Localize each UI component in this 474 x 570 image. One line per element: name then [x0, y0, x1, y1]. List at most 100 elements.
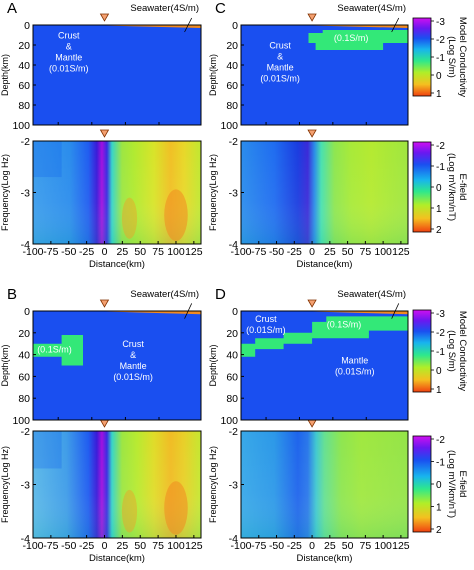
- efield-high-zone: [121, 197, 138, 239]
- seawater-label: Seawater(4S/m): [130, 3, 199, 14]
- colorbar-tick-label: 1: [436, 89, 442, 100]
- colorbar-unit: (Log S/m): [446, 36, 457, 78]
- colorbar-tick-label: 0: [436, 480, 442, 491]
- depth-tick-label: 20: [226, 328, 238, 340]
- distance-tick-label: -50: [61, 540, 76, 552]
- depth-tick-label: 100: [12, 415, 30, 427]
- panel-A: Seawater(4S/m) Crust&Mantle(0.01S/m) 0 20 40…: [0, 0, 203, 270]
- distance-axis-label: Distance(km): [297, 553, 353, 564]
- seawater-wedge: [100, 25, 201, 28]
- distance-tick-label: 125: [392, 540, 410, 552]
- distance-tick-label: 25: [324, 246, 336, 258]
- region-label: (0.01S/m): [246, 325, 286, 335]
- region-label: &: [130, 350, 136, 360]
- region-label: Mantle: [267, 63, 294, 73]
- distance-tick-label: -25: [79, 246, 94, 258]
- panel-label: D: [215, 286, 226, 303]
- panel-label: B: [7, 286, 17, 303]
- distance-axis-label: Distance(km): [89, 553, 145, 564]
- distance-tick-label: -50: [269, 540, 284, 552]
- distance-tick-label: -50: [269, 246, 284, 258]
- distance-tick-label: -25: [79, 540, 94, 552]
- distance-tick-label: 50: [342, 540, 354, 552]
- colorbar-tick-label: 1: [436, 503, 442, 514]
- depth-tick-label: 0: [24, 306, 30, 318]
- efield-high-zone: [121, 489, 138, 533]
- distance-tick-label: 0: [309, 540, 315, 552]
- efield-shade: [33, 431, 62, 469]
- model-colorbar: -3 -2 -1 0 1 Model Conductivity(Log S/m): [412, 309, 468, 396]
- depth-tick-label: 40: [226, 60, 238, 72]
- depth-tick-label: 40: [18, 60, 30, 72]
- colorbar-gradient: [412, 17, 432, 97]
- colorbar-tick-label: 1: [436, 385, 442, 396]
- seawater-label: Seawater(4S/m): [337, 289, 406, 300]
- model-frame: [240, 310, 409, 421]
- depth-tick-label: 100: [220, 120, 238, 132]
- distance-tick-label: 125: [185, 246, 203, 258]
- distance-tick-label: -25: [287, 540, 302, 552]
- seawater-wedge: [100, 311, 201, 315]
- efield-colorbar: -2 -1 0 1 2 E-field(Log mV/km/nT): [412, 435, 468, 536]
- colorbar-gradient: [412, 309, 432, 393]
- distance-axis-label: Distance(km): [297, 259, 353, 270]
- distance-tick-label: -50: [61, 246, 76, 258]
- freq-tick-label: -4: [21, 239, 30, 251]
- freq-axis-label: Frequency(Log Hz): [208, 154, 218, 231]
- distance-tick-label: 125: [392, 246, 410, 258]
- colorbar-unit: (Log mV/km/nT): [446, 153, 457, 221]
- freq-axis-label: Frequency(Log Hz): [208, 446, 218, 523]
- colorbar-tick-label: 2: [436, 225, 442, 236]
- colorbar-tick-label: -2: [436, 141, 445, 152]
- panels-layer: Seawater(4S/m)Crust&Mantle(0.01S/m)02040…: [0, 0, 410, 564]
- distance-tick-label: 50: [134, 246, 146, 258]
- distance-tick-label: -100: [230, 540, 251, 552]
- depth-tick-label: 20: [226, 40, 238, 52]
- distance-tick-label: 0: [102, 540, 108, 552]
- region-label: (0.01S/m): [260, 74, 300, 84]
- freq-tick-label: -3: [21, 188, 30, 200]
- distance-tick-label: -75: [251, 246, 266, 258]
- conductive-layer: [308, 30, 408, 50]
- colorbar-tick-label: -2: [436, 35, 445, 46]
- distance-tick-label: 75: [152, 540, 164, 552]
- freq-tick-label: -3: [229, 188, 238, 200]
- seawater-wedge: [308, 25, 408, 28]
- station-marker: [307, 13, 317, 22]
- colorbar-tick-label: 2: [436, 525, 442, 536]
- crust-mantle-region: [33, 311, 201, 420]
- panel-label: C: [215, 0, 226, 17]
- freq-tick-label: -3: [21, 480, 30, 492]
- region-label: Crust: [255, 314, 277, 324]
- panel-label: A: [7, 0, 17, 17]
- efield-depth-shading: [241, 141, 408, 244]
- region-label: &: [66, 42, 72, 52]
- panel-C: Seawater(4S/m) (0.1S/m) Crust&Mantle(0.01S…: [208, 0, 410, 270]
- panel-B: Seawater(4S/m) (0.1S/m) Crust&Mantle(0.01S…: [0, 286, 203, 564]
- colorbar-gradient: [412, 141, 432, 233]
- distance-tick-label: 50: [134, 540, 146, 552]
- distance-tick-label: 100: [374, 246, 392, 258]
- station-marker: [307, 129, 317, 138]
- depth-axis-label: Depth(km): [208, 344, 218, 386]
- freq-tick-label: -4: [229, 239, 238, 251]
- colorbar-unit: (Log mV/km/nT): [446, 450, 457, 518]
- distance-axis-label: Distance(km): [89, 259, 145, 270]
- colorbar-title: E-field: [457, 471, 468, 498]
- efield-high-zone: [164, 481, 188, 535]
- depth-tick-label: 100: [220, 415, 238, 427]
- distance-tick-label: -100: [22, 246, 43, 258]
- colorbar-tick-label: -3: [436, 17, 445, 28]
- distance-tick-label: 75: [360, 246, 372, 258]
- distance-tick-label: 75: [360, 540, 372, 552]
- depth-tick-label: 80: [18, 393, 30, 405]
- region-label: (0.1S/m): [37, 344, 72, 354]
- model-frame: [240, 24, 409, 126]
- depth-tick-label: 20: [18, 328, 30, 340]
- depth-axis-label: Depth(km): [208, 54, 218, 96]
- depth-tick-label: 20: [18, 40, 30, 52]
- region-label: Crust: [58, 31, 80, 41]
- distance-tick-label: -75: [43, 246, 58, 258]
- colorbar-tick-label: -1: [436, 458, 445, 469]
- depth-tick-label: 60: [226, 80, 238, 92]
